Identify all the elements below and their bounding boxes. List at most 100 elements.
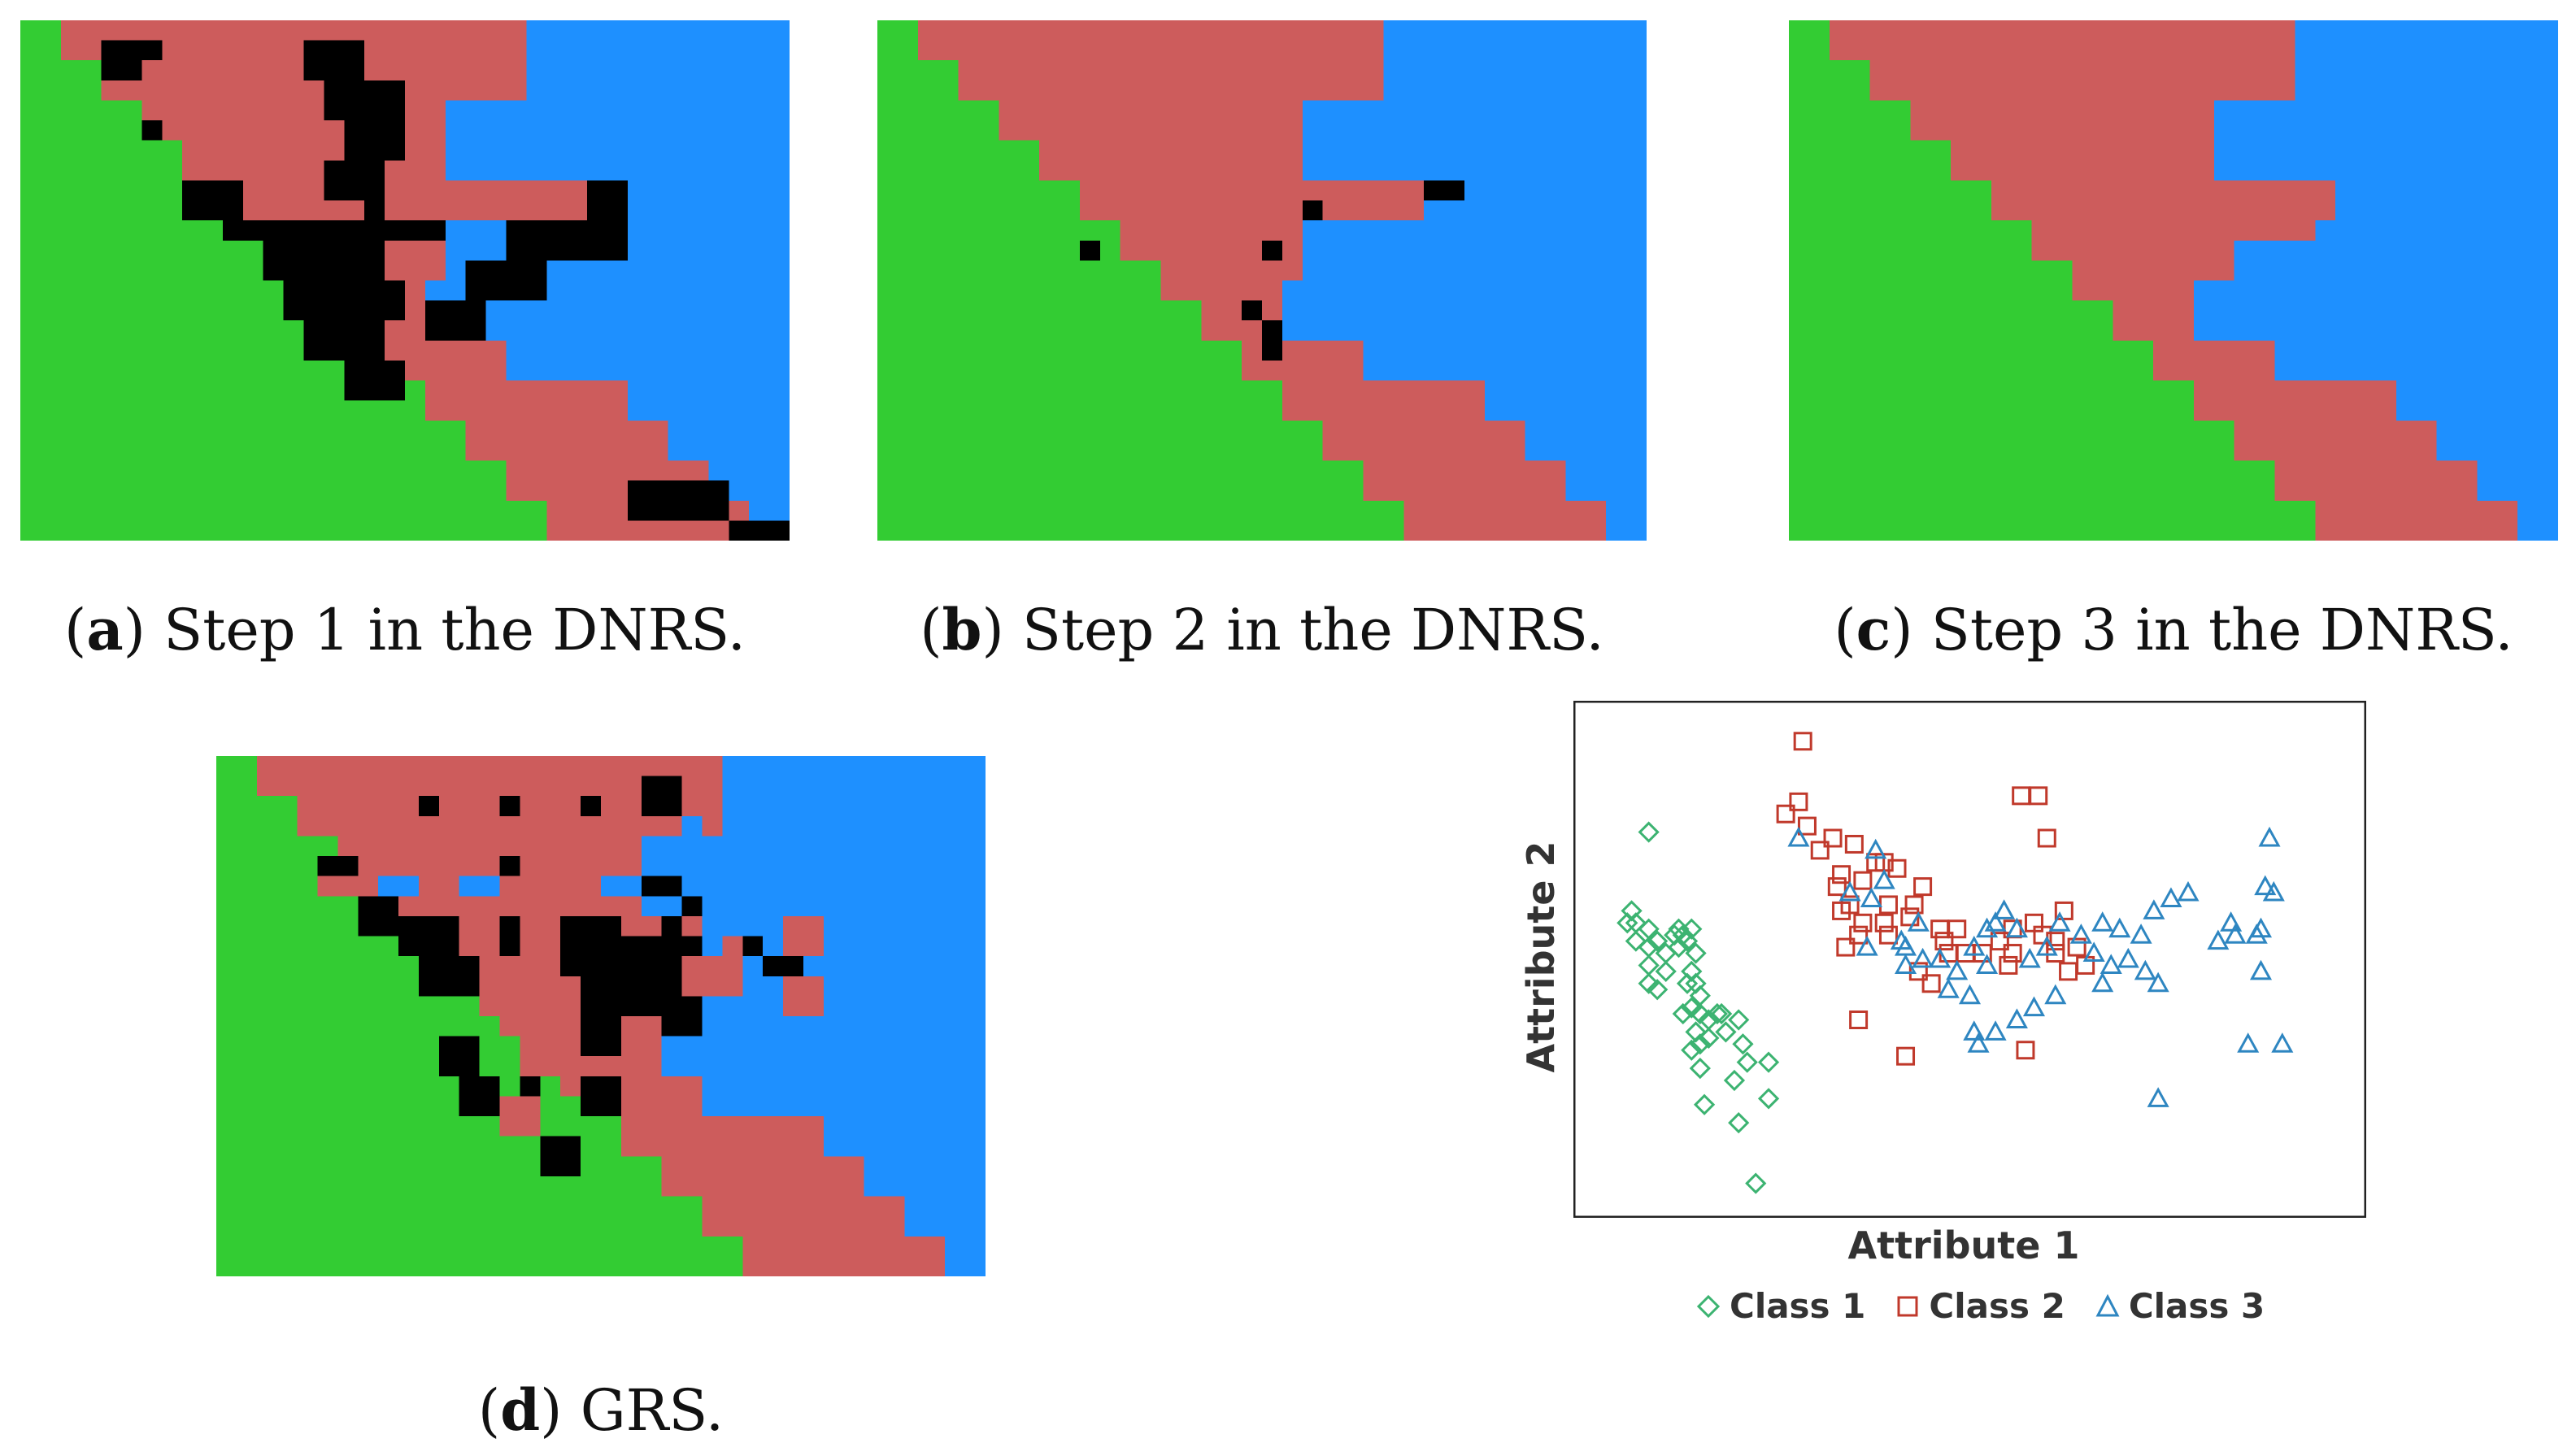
scatter-point-class3: [2022, 996, 2046, 1017]
scatter-point-class2: [1908, 962, 1928, 981]
scatter-point-class2: [2029, 786, 2048, 806]
scatter-point-class2: [2024, 913, 2043, 932]
class2-cell: [2153, 240, 2234, 280]
scatter-point-class1: [1757, 1088, 1780, 1110]
uncertain-cell: [581, 796, 601, 816]
class3-region: [2193, 20, 2558, 541]
scatter-point-class3: [1929, 947, 1952, 968]
uncertain-cell: [344, 360, 405, 401]
scatter-point-class3: [2005, 917, 2028, 938]
class2-cell: [485, 180, 588, 221]
scatter-point-class3: [2130, 924, 2152, 944]
scatter-point-class3: [2018, 947, 2041, 968]
scatter-point-class2: [1874, 913, 1894, 932]
uncertain-cell: [317, 856, 359, 876]
class2-cell: [783, 976, 824, 1016]
scatter-point-class3: [2207, 929, 2230, 950]
diamond-marker-icon: [1696, 1294, 1721, 1318]
panel-e-training-scatter: [1573, 701, 2366, 1218]
scatter-point-class2: [1836, 937, 1856, 957]
scatter-point-class1: [1681, 1039, 1703, 1061]
class3-cell: [378, 876, 419, 897]
scatter-point-class3: [2044, 984, 2067, 1005]
uncertain-cell: [1079, 240, 1100, 261]
uncertain-cell: [324, 160, 385, 201]
scatter-point-class3: [1976, 917, 1999, 938]
uncertain-cell: [506, 220, 607, 261]
uncertain-cell: [1424, 180, 1464, 201]
scatter-point-class1: [1647, 930, 1669, 952]
scatter-point-class3: [2262, 880, 2285, 902]
scatter-point-class3: [2108, 917, 2131, 938]
scatter-point-class1: [1647, 979, 1669, 1001]
scatter-point-class3: [1838, 880, 1861, 902]
scatter-point-class3: [2147, 971, 2169, 993]
scatter-point-class1: [1706, 1002, 1729, 1025]
decision-region-map-a: [20, 20, 790, 541]
scatter-point-class3: [2271, 1032, 2294, 1053]
scatter-point-class2: [1904, 895, 1924, 915]
uncertain-cell: [627, 480, 729, 521]
legend-item-class2: Class 2: [1895, 1286, 2065, 1326]
uncertain-cell: [222, 220, 263, 241]
scatter-point-class3: [2224, 924, 2247, 944]
scatter-point-class2: [1832, 901, 1852, 920]
scatter-point-class3: [2091, 911, 2114, 932]
uncertain-cell: [303, 40, 365, 80]
scatter-point-class3: [2069, 924, 2092, 944]
caption-a-text: Step 1 in the DNRS.: [145, 597, 746, 663]
uncertain-cell: [560, 915, 621, 976]
scatter-point-class1: [1689, 1002, 1711, 1025]
scatter-point-class3: [2254, 875, 2277, 896]
uncertain-cell: [182, 180, 243, 221]
scatter-point-class2: [1999, 955, 2018, 975]
scatter-point-class1: [1745, 1172, 1767, 1194]
scatter-point-class3: [1890, 929, 1912, 950]
uncertain-cell: [661, 915, 682, 976]
class2-cell: [2174, 220, 2316, 241]
uncertain-cell: [418, 956, 480, 997]
scatter-point-class3: [1856, 935, 1878, 956]
scatter-point-class3: [1976, 954, 1999, 974]
caption-a: (a) Step 1 in the DNRS.: [64, 596, 746, 663]
scatter-point-class1: [1757, 1051, 1780, 1073]
scatter-point-class2: [1810, 841, 1830, 860]
legend-label-class3: Class 3: [2128, 1286, 2265, 1326]
scatter-point-class3: [2177, 880, 2200, 902]
uncertain-cell: [364, 100, 405, 161]
scatter-point-class3: [2091, 971, 2114, 993]
scatter-legend: Class 1 Class 2 Class 3: [1695, 1286, 2265, 1326]
caption-d-text: GRS.: [562, 1377, 724, 1444]
scatter-point-class2: [1793, 732, 1812, 751]
scatter-point-class3: [1865, 838, 1887, 859]
scatter-point-class3: [1984, 1020, 2007, 1041]
scatter-point-class2: [1849, 1011, 1869, 1029]
scatter-point-class3: [1946, 959, 1969, 980]
scatter-point-class3: [1907, 911, 1930, 932]
scatter-point-class1: [1698, 1027, 1720, 1049]
scatter-point-class2: [1844, 834, 1864, 854]
uncertain-cell: [540, 1136, 581, 1176]
plot-frame: [1573, 701, 2366, 1218]
scatter-point-class3: [2005, 1008, 2028, 1028]
class2-cell: [317, 876, 379, 897]
uncertain-cell: [499, 915, 520, 957]
scatter-point-class3: [2134, 959, 2156, 980]
scatter-point-class2: [1776, 804, 1795, 824]
scatter-point-class2: [1832, 865, 1852, 884]
caption-b-text: Step 2 in the DNRS.: [1003, 597, 1604, 663]
scatter-point-class3: [2249, 917, 2273, 938]
x-axis-label: Attribute 1: [1847, 1223, 2080, 1267]
square-marker-icon: [1897, 1296, 1918, 1316]
scatter-point-class3: [1963, 1020, 1986, 1041]
scatter-point-class2: [2054, 901, 2073, 920]
scatter-point-class3: [1894, 954, 1917, 974]
class2-cell: [385, 180, 446, 221]
scatter-point-class2: [1789, 792, 1808, 811]
class3-cell: [459, 876, 500, 897]
class3-region: [424, 20, 790, 541]
scatter-point-class2: [2037, 828, 2056, 848]
scatter-point-class1: [1676, 972, 1699, 994]
scatter-point-class1: [1638, 821, 1660, 843]
uncertain-cell: [459, 1076, 500, 1117]
